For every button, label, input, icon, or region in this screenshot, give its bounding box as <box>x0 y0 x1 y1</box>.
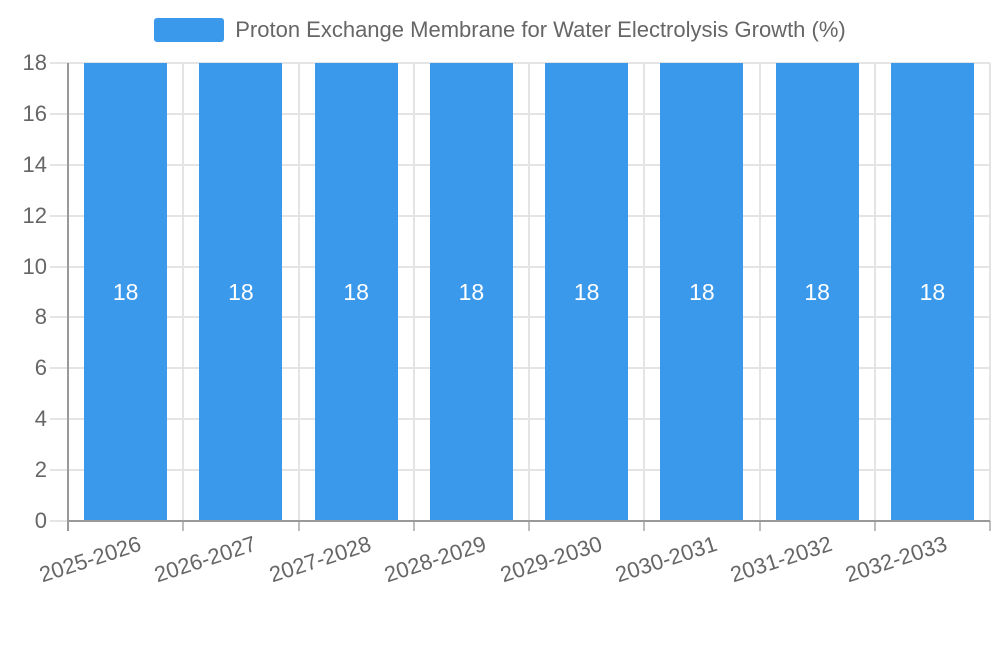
x-gridline <box>758 63 761 521</box>
x-gridline <box>528 63 530 521</box>
x-axis-tick <box>182 521 185 531</box>
y-tick-label: 14 <box>22 151 47 177</box>
y-tick-label: 6 <box>34 355 47 381</box>
plot-area: 0 2 4 6 8 10 12 14 16 18 18 18 18 18 18 18 18 18 2025-2026… <box>22 50 991 587</box>
y-tick-label: 2 <box>34 457 47 483</box>
x-axis-tick <box>758 521 761 531</box>
y-gridline <box>50 163 990 166</box>
y-gridline <box>50 265 990 268</box>
bar-2027-2028[interactable]: 18 <box>314 63 398 521</box>
legend-marker-icon <box>154 18 225 42</box>
bar-value-label: 18 <box>804 278 830 305</box>
bar-value-label: 18 <box>919 278 946 305</box>
y-gridline <box>50 367 990 370</box>
y-gridline <box>50 469 990 472</box>
x-axis-tick <box>412 521 415 531</box>
y-gridline <box>50 214 990 217</box>
y-tick-label: 18 <box>22 50 47 75</box>
bar-value-label: 18 <box>228 278 254 305</box>
y-gridline <box>50 112 990 115</box>
y-axis-line <box>67 63 69 531</box>
y-tick-label: 8 <box>34 304 47 330</box>
x-gridline <box>989 63 991 521</box>
x-gridline <box>873 63 876 521</box>
x-axis-line <box>68 520 990 522</box>
bar-value-label: 18 <box>343 278 369 305</box>
y-tick-label: 16 <box>22 100 47 126</box>
x-axis-tick <box>989 521 991 531</box>
y-tick-label: 4 <box>34 406 47 432</box>
y-tick-label: 10 <box>22 253 47 279</box>
bar-2028-2029[interactable]: 18 <box>429 63 513 521</box>
y-gridline <box>50 418 990 421</box>
bar-2031-2032[interactable]: 18 <box>775 63 859 521</box>
bar-2029-2030[interactable]: 18 <box>545 63 629 521</box>
y-tick-label: 0 <box>34 508 47 533</box>
bar-2025-2026[interactable]: 18 <box>84 63 168 521</box>
legend[interactable]: Proton Exchange Membrane for Water Elect… <box>0 16 1000 44</box>
x-gridline <box>412 63 415 521</box>
y-tick-label: 12 <box>22 202 47 228</box>
x-gridline <box>643 63 646 521</box>
x-axis-tick <box>873 521 876 531</box>
x-axis-tick <box>297 521 300 531</box>
x-gridline <box>297 63 300 521</box>
bar-2032-2033[interactable]: 18 <box>890 63 974 521</box>
bar-value-label: 18 <box>112 278 139 305</box>
bar-2030-2031[interactable]: 18 <box>660 63 744 521</box>
bar-value-label: 18 <box>458 278 485 305</box>
y-gridline <box>50 62 990 64</box>
x-axis-tick <box>643 521 646 531</box>
bar-value-label: 18 <box>573 278 600 305</box>
legend-label: Proton Exchange Membrane for Water Elect… <box>235 17 846 42</box>
bar-value-label: 18 <box>689 278 715 305</box>
y-gridline <box>50 316 990 319</box>
bar-2026-2027[interactable]: 18 <box>199 63 283 521</box>
x-axis-tick <box>528 521 530 531</box>
x-gridline <box>182 63 185 521</box>
